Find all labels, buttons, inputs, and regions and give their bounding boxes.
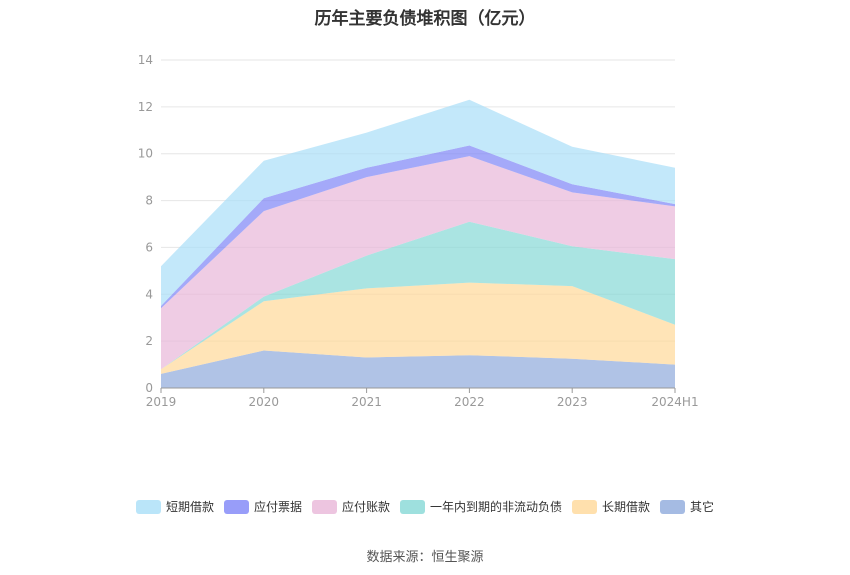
y-tick-label: 4 bbox=[145, 287, 153, 301]
legend: 短期借款 应付票据 应付账款 一年内到期的非流动负债 长期借款 其它 bbox=[0, 498, 850, 515]
legend-swatch bbox=[311, 499, 337, 514]
legend-label: 长期借款 bbox=[602, 500, 651, 514]
legend-label: 其它 bbox=[690, 500, 715, 514]
area-series-3 bbox=[161, 156, 675, 370]
legend-swatch bbox=[223, 499, 249, 514]
data-source: 数据来源：恒生聚源 bbox=[366, 550, 484, 565]
chart-title: 历年主要负债堆积图（亿元） bbox=[314, 9, 536, 29]
x-tick-label: 2022 bbox=[454, 395, 485, 409]
legend-swatch bbox=[660, 499, 686, 514]
y-tick-label: 12 bbox=[138, 100, 153, 114]
area-series-1 bbox=[161, 282, 675, 374]
x-tick-label: 2020 bbox=[249, 395, 280, 409]
x-tick-label: 2023 bbox=[557, 395, 588, 409]
legend-swatch bbox=[400, 499, 425, 514]
legend-item[interactable]: 应付票据 bbox=[223, 498, 302, 515]
y-tick-label: 2 bbox=[145, 334, 153, 348]
area-series bbox=[161, 99, 675, 388]
legend-item[interactable]: 长期借款 bbox=[572, 498, 650, 515]
y-tick-label: 6 bbox=[145, 240, 153, 254]
legend-label: 应付账款 bbox=[341, 500, 390, 514]
area-series-5 bbox=[161, 99, 675, 306]
legend-swatch bbox=[135, 499, 161, 514]
legend-item[interactable]: 应付账款 bbox=[311, 498, 390, 515]
y-tick-label: 8 bbox=[145, 194, 153, 208]
area-series-0 bbox=[161, 350, 675, 388]
legend-item[interactable]: 短期借款 bbox=[135, 498, 214, 515]
area-series-2 bbox=[161, 221, 675, 370]
y-tick-label: 0 bbox=[145, 381, 153, 395]
legend-swatch bbox=[572, 499, 598, 514]
legend-item[interactable]: 其它 bbox=[660, 498, 714, 515]
legend-item[interactable]: 一年内到期的非流动负债 bbox=[400, 498, 562, 515]
x-tick-label: 2024H1 bbox=[651, 395, 698, 409]
legend-label: 一年内到期的非流动负债 bbox=[430, 500, 563, 514]
x-tick-label: 2021 bbox=[351, 395, 382, 409]
legend-label: 短期借款 bbox=[165, 500, 214, 514]
stacked-area-chart: 0 2 4 6 8 10 12 14 2019 2020 2021 2022 2023 2024H1 bbox=[138, 53, 699, 409]
x-tick-label: 2019 bbox=[146, 395, 177, 409]
y-tick-label: 14 bbox=[138, 53, 153, 67]
legend-label: 应付票据 bbox=[253, 500, 302, 514]
axes: 0 2 4 6 8 10 12 14 2019 2020 2021 2022 2023 2024H1 bbox=[138, 53, 699, 409]
y-tick-label: 10 bbox=[138, 147, 153, 161]
